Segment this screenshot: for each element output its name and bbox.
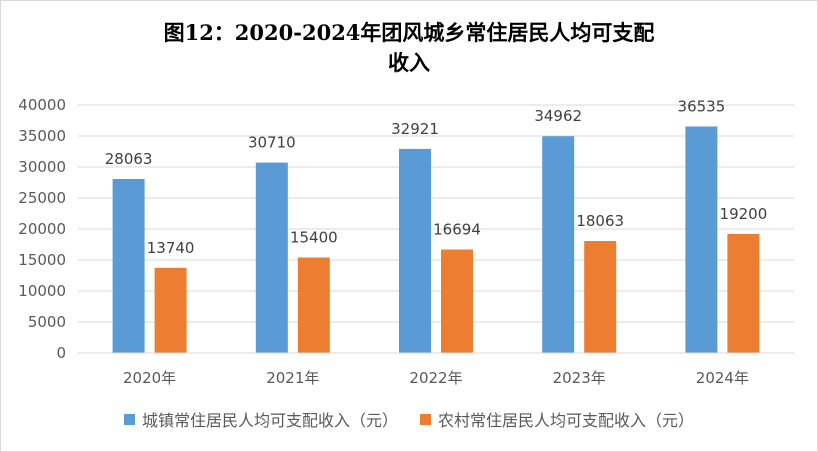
data-label-urban: 28063 (105, 150, 153, 168)
bar-rural (154, 267, 187, 353)
x-tick-label: 2021年 (266, 369, 319, 387)
legend: 城镇常住居民人均可支配收入（元） 农村常住居民人均可支配收入（元） (0, 407, 818, 431)
y-tick-label: 35000 (18, 127, 66, 145)
chart-title: 图12：2020-2024年团风城乡常住居民人均可支配 收入 (0, 18, 818, 78)
y-tick-label: 25000 (18, 189, 66, 207)
y-tick-label: 10000 (18, 282, 66, 300)
x-tick-label: 2024年 (696, 369, 749, 387)
y-tick-label: 15000 (18, 251, 66, 269)
bar-urban (255, 162, 288, 353)
data-label-urban: 34962 (534, 107, 582, 125)
legend-label-urban: 城镇常住居民人均可支配收入（元） (141, 411, 398, 430)
chart-title-line1: 图12：2020-2024年团风城乡常住居民人均可支配 (163, 20, 655, 45)
legend-swatch-urban (123, 413, 135, 425)
data-label-urban: 32921 (391, 120, 439, 138)
y-tick-label: 40000 (18, 96, 66, 114)
legend-item-rural: 农村常住居民人均可支配收入（元） (420, 407, 694, 431)
y-tick-label: 20000 (18, 220, 66, 238)
y-tick-label: 5000 (28, 313, 66, 331)
x-tick-label: 2023年 (553, 369, 606, 387)
y-tick-label: 0 (56, 344, 66, 362)
data-label-rural: 15400 (290, 229, 338, 247)
data-label-rural: 18063 (576, 212, 624, 230)
x-tick-label: 2022年 (409, 369, 462, 387)
data-label-rural: 19200 (720, 205, 768, 223)
bar-urban (112, 179, 145, 353)
bar-rural (584, 241, 617, 353)
bar-rural (297, 257, 330, 353)
x-tick-label: 2020年 (123, 369, 176, 387)
bar-rural (727, 233, 760, 353)
y-tick-label: 30000 (18, 158, 66, 176)
bar-urban (399, 148, 431, 353)
data-label-rural: 16694 (433, 220, 481, 238)
data-label-rural: 13740 (147, 239, 195, 257)
legend-item-urban: 城镇常住居民人均可支配收入（元） (123, 407, 398, 431)
chart-title-line2: 收入 (388, 50, 430, 75)
bar-urban (685, 126, 718, 353)
bar-urban (542, 136, 575, 353)
data-label-urban: 36535 (678, 97, 726, 115)
bar-rural (441, 249, 473, 353)
legend-swatch-rural (420, 413, 431, 425)
data-label-urban: 30710 (248, 134, 296, 152)
legend-label-rural: 农村常住居民人均可支配收入（元） (438, 411, 695, 430)
